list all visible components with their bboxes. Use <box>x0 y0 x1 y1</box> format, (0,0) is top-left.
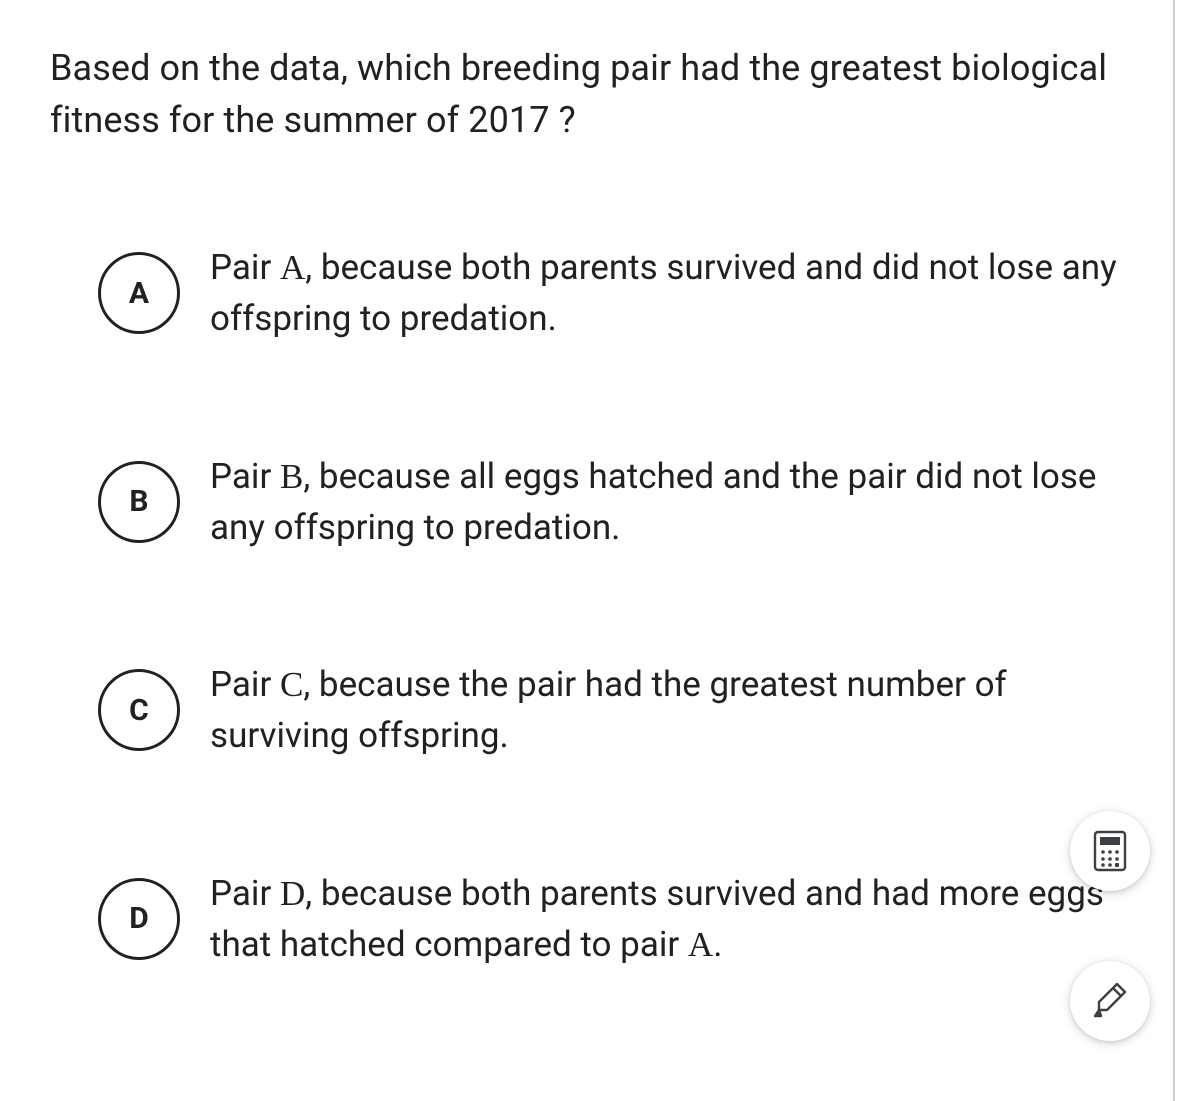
option-letter-c: C <box>98 669 180 751</box>
option-letter-d: D <box>98 878 180 960</box>
option-d[interactable]: D Pair D, because both parents survived … <box>98 867 1123 971</box>
pair-label-trailing: A <box>688 925 713 964</box>
pair-label: C <box>280 665 303 704</box>
floating-tools <box>1070 811 1150 1041</box>
option-d-text: Pair D, because both parents survived an… <box>210 867 1123 971</box>
option-b-text: Pair B, because all eggs hatched and the… <box>210 450 1123 554</box>
option-b[interactable]: B Pair B, because all eggs hatched and t… <box>98 450 1123 554</box>
question-text: Based on the data, which breeding pair h… <box>50 42 1123 146</box>
option-letter-a: A <box>98 252 180 334</box>
option-c[interactable]: C Pair C, because the pair had the great… <box>98 658 1123 762</box>
option-a-text: Pair A, because both parents survived an… <box>210 241 1123 345</box>
options-list: A Pair A, because both parents survived … <box>50 241 1123 970</box>
highlighter-button[interactable] <box>1070 961 1150 1041</box>
option-a[interactable]: A Pair A, because both parents survived … <box>98 241 1123 345</box>
option-c-text: Pair C, because the pair had the greates… <box>210 658 1123 762</box>
pair-label: B <box>280 457 303 496</box>
calculator-icon <box>1093 830 1127 872</box>
question-panel: Based on the data, which breeding pair h… <box>0 0 1175 1101</box>
option-letter-b: B <box>98 461 180 543</box>
calculator-button[interactable] <box>1070 811 1150 891</box>
highlighter-icon <box>1089 980 1131 1022</box>
pair-label: A <box>280 248 305 287</box>
pair-label: D <box>280 874 305 913</box>
